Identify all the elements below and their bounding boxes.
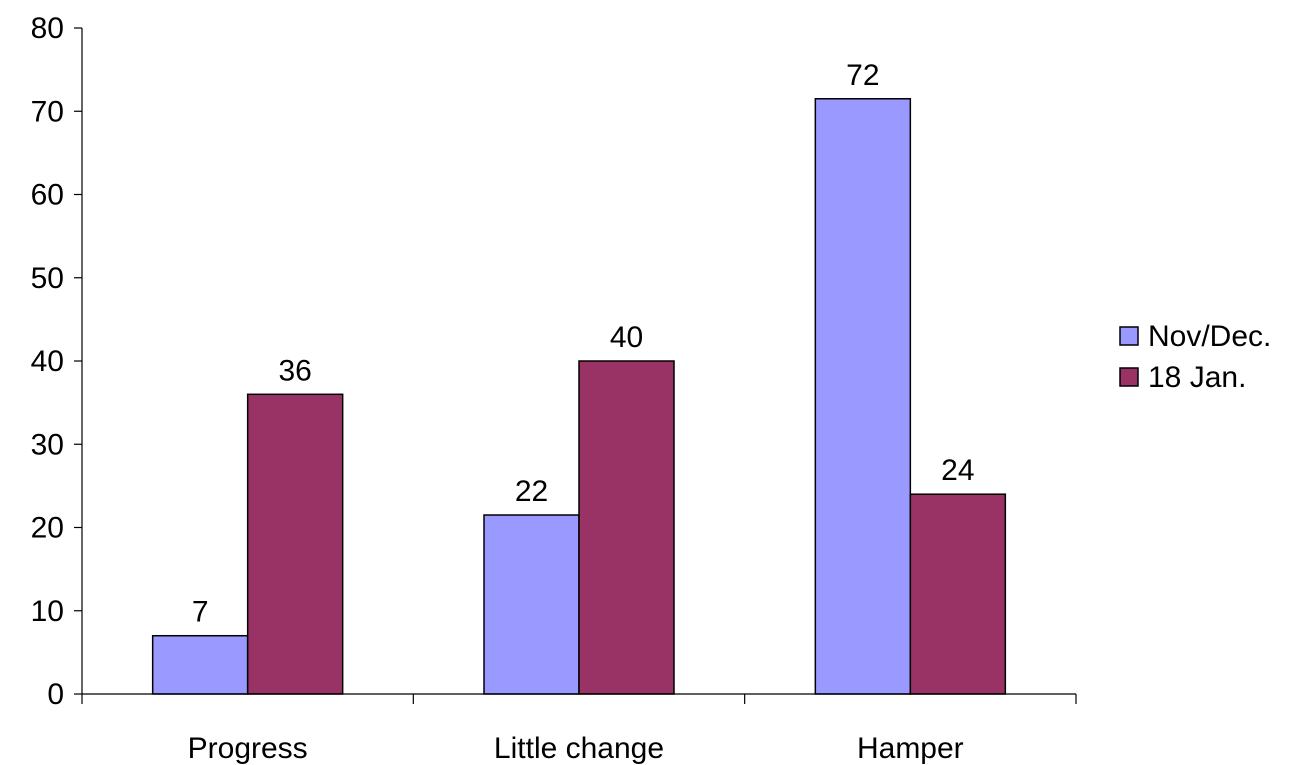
bar-nov-dec-2	[814, 98, 912, 695]
x-category-label: Hamper	[857, 732, 964, 765]
data-label: 7	[192, 596, 209, 629]
y-tick-label: 40	[31, 345, 64, 378]
y-tick-label: 10	[31, 595, 64, 628]
bar-nov-dec-0	[151, 634, 249, 695]
labels-group: 7 36 22 40 72 24 0 10 20 30 40 50 60 70 80 Progress Litt…	[31, 12, 975, 765]
legend-label: Nov/Dec.	[1148, 320, 1271, 353]
data-label: 22	[515, 475, 548, 508]
bar-18-jan-0	[246, 393, 344, 695]
bar-nov-dec-1	[483, 514, 580, 695]
bars-group	[151, 98, 1007, 695]
data-label: 40	[610, 321, 643, 354]
bar-18-jan-1	[578, 360, 675, 695]
legend: Nov/Dec. 18 Jan.	[1119, 320, 1271, 394]
y-tick-label: 30	[31, 428, 64, 461]
data-label: 24	[941, 454, 974, 487]
data-label: 72	[846, 59, 879, 92]
y-tick-label: 80	[31, 12, 64, 45]
y-tick-label: 70	[31, 95, 64, 128]
y-tick-label: 60	[31, 179, 64, 212]
legend-swatch	[1119, 326, 1139, 346]
bar-18-jan-2	[909, 493, 1007, 695]
axes-group	[74, 27, 1077, 704]
y-tick-label: 20	[31, 512, 64, 545]
x-category-label: Little change	[494, 732, 664, 765]
legend-label: 18 Jan.	[1148, 361, 1246, 394]
y-tick-label: 50	[31, 262, 64, 295]
y-tick-label: 0	[47, 678, 64, 711]
data-label: 36	[278, 354, 311, 387]
legend-swatch	[1119, 367, 1139, 387]
x-category-label: Progress	[188, 732, 308, 765]
